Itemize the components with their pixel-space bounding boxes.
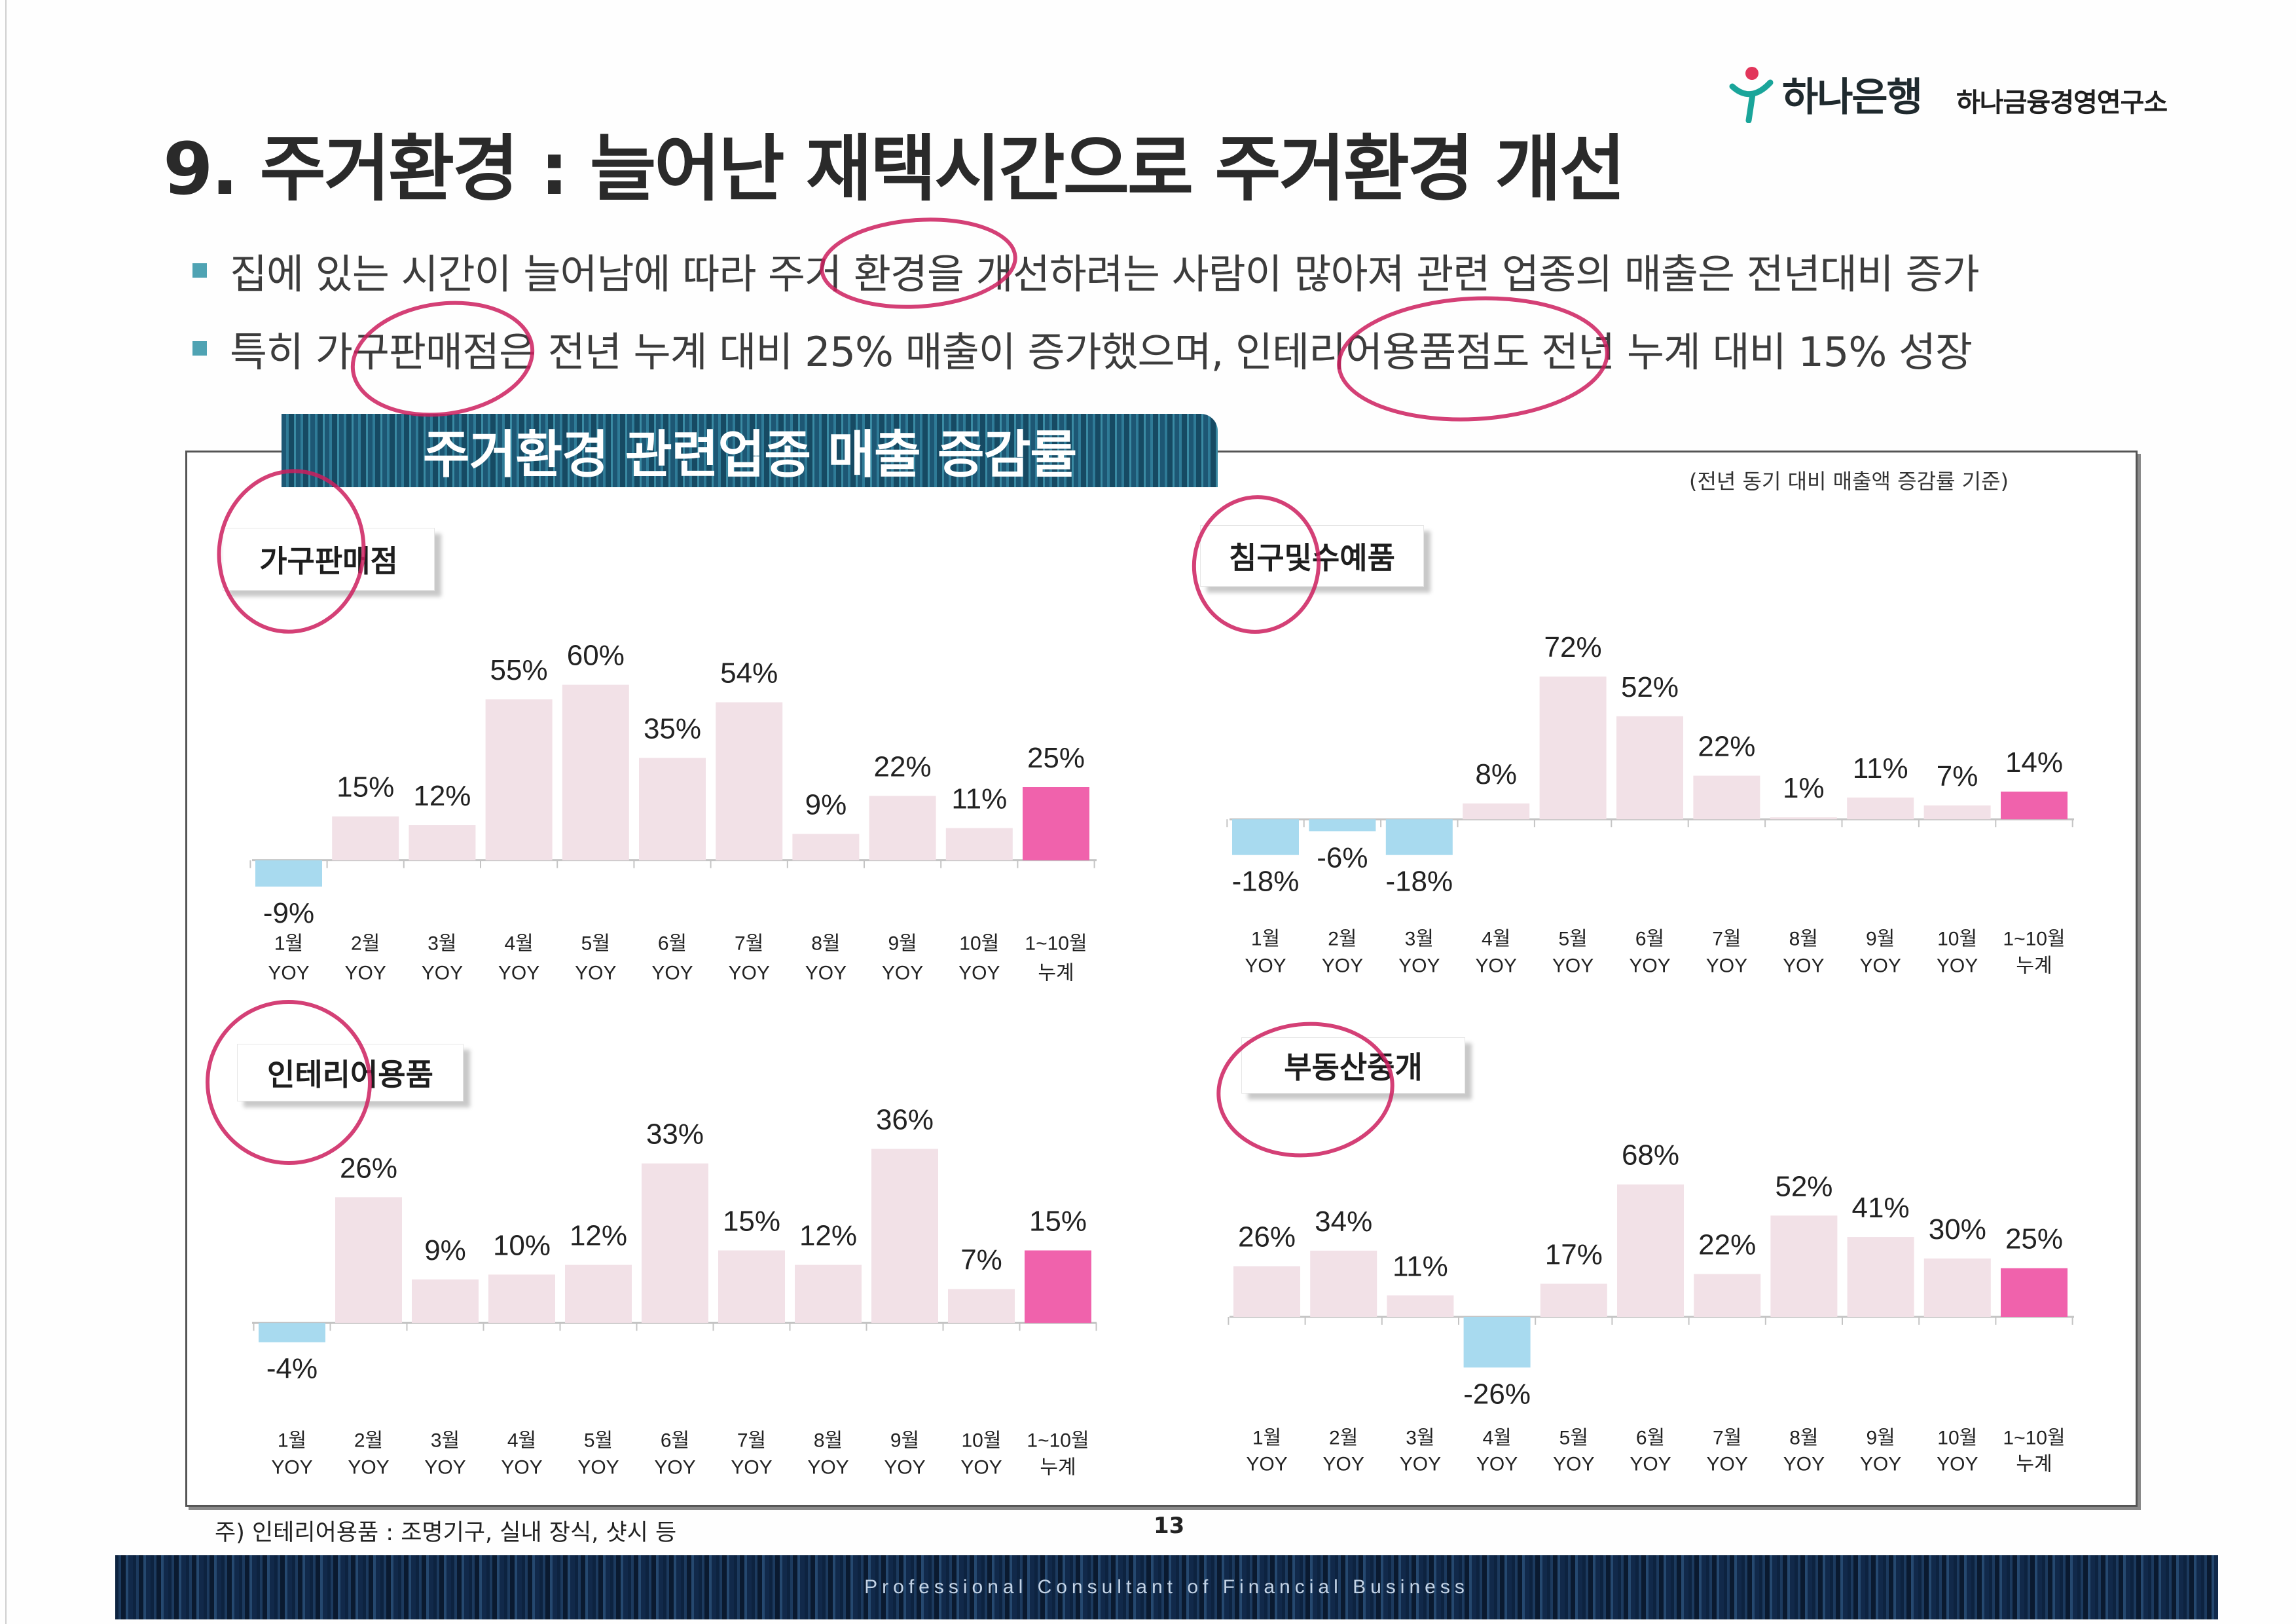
chart-panel-frame [185,451,2138,1507]
page-number: 13 [1154,1513,1185,1539]
footer-tagline: Professional Consultant of Financial Bus… [864,1576,1469,1598]
section-banner: 주거환경 관련업종 매출 증감률 [282,414,1218,487]
footer-band: Professional Consultant of Financial Bus… [115,1555,2218,1619]
institute-name: 하나금융경영연구소 [1956,88,2168,118]
hana-logo-icon [1729,67,1774,123]
bullet-text: 특히 가구판매점은 전년 누계 대비 25% 매출이 증가했으며, 인테리어용품… [230,328,1973,376]
bank-logo-name: 하나은행 [1782,75,1923,120]
page-title: 9. 주거환경 : 늘어난 재택시간으로 주거환경 개선 [163,127,1626,211]
chart-title-real-estate-brokerage: 부동산중개 [1241,1037,1465,1094]
bullet-item: 집에 있는 시간이 늘어남에 따라 주거 환경을 개선하려는 사람이 많아져 관… [192,244,1980,298]
scan-edge-line [5,0,7,1624]
bullet-item: 특히 가구판매점은 전년 누계 대비 25% 매출이 증가했으며, 인테리어용품… [192,322,1973,376]
basis-note: (전년 동기 대비 매출액 증감률 기준) [1689,469,2009,494]
bullet-text: 집에 있는 시간이 늘어남에 따라 주거 환경을 개선하려는 사람이 많아져 관… [230,250,1980,298]
chart-title-bedding-handicraft: 침구및수예품 [1200,525,1424,587]
chart-title-interior-goods: 인테리어용품 [237,1044,464,1101]
chart-title-furniture-store: 가구판매점 [223,528,435,591]
bullet-square-icon [192,263,207,278]
footnote: 주) 인테리어용품 : 조명기구, 실내 장식, 샷시 등 [215,1520,677,1546]
bullet-square-icon [192,341,207,356]
